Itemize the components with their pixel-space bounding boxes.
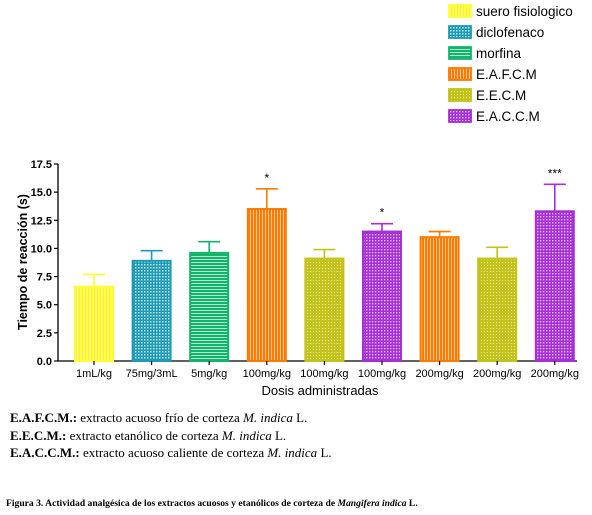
note-text: extracto acuoso caliente de corteza	[79, 445, 268, 460]
x-tick-label: 200mg/kg	[473, 368, 521, 380]
legend-swatch	[448, 67, 472, 81]
x-tick-label: 75mg/3mL	[126, 368, 178, 380]
legend-swatch	[448, 109, 472, 123]
x-tick-label: 1mL/kg	[76, 368, 112, 380]
bar	[534, 210, 575, 362]
bar	[362, 230, 402, 362]
bar	[74, 285, 114, 362]
chart-legend: suero fisiologico diclofenaco morfina E.A.F…	[448, 4, 573, 124]
note-tail: L.	[317, 445, 332, 460]
bar	[189, 251, 230, 362]
x-tick-label: 100mg/kg	[358, 368, 406, 380]
significance-marker: *	[264, 171, 269, 185]
abbreviation-notes: E.A.F.C.M.: extracto acuoso frío de cort…	[10, 409, 570, 462]
x-tick-label: 200mg/kg	[415, 368, 463, 380]
legend-swatch	[448, 4, 472, 18]
legend-swatch	[448, 88, 472, 102]
note-abbr: E.A.C.C.M.:	[10, 445, 80, 460]
legend-label: E.A.C.C.M	[476, 109, 540, 124]
note-abbr: E.A.F.C.M.:	[10, 410, 78, 425]
significance-marker: ***	[548, 166, 562, 180]
x-axis-label: Dosis administradas	[261, 383, 379, 398]
note-eaccm: E.A.C.C.M.: extracto acuoso caliente de …	[10, 444, 570, 462]
figure-caption: Figura 3. Actividad analgésica de los ex…	[6, 498, 586, 509]
bar	[131, 259, 172, 362]
legend-label: morfina	[476, 46, 522, 61]
y-tick-label: 10.0	[31, 243, 52, 255]
note-eecm: E.E.C.M.: extracto etanólico de corteza …	[10, 427, 570, 445]
note-tail: L.	[271, 427, 287, 443]
legend-swatch	[448, 25, 472, 39]
y-tick-label: 12.5	[31, 215, 52, 227]
x-tick-label: 100mg/kg	[243, 368, 291, 380]
legend-label: E.E.C.M	[476, 88, 526, 103]
note-text: extracto acuoso frío de corteza	[77, 410, 244, 425]
note-tail: L.	[292, 410, 308, 425]
bar	[246, 208, 287, 362]
bar	[419, 236, 460, 363]
note-text: extracto etanólico de corteza	[66, 427, 222, 443]
y-tick-label: 7.5	[37, 272, 52, 284]
caption-text: Figura 3. Actividad analgésica de los ex…	[6, 498, 338, 509]
legend-swatch	[448, 46, 472, 60]
note-abbr: E.E.C.M.:	[10, 427, 67, 443]
x-tick-label: 100mg/kg	[300, 368, 348, 380]
y-axis-label: Tiempo de reacción (s)	[16, 194, 30, 330]
legend-label: E.A.F.C.M	[476, 67, 537, 82]
y-tick-label: 2.5	[37, 328, 52, 340]
caption-tail: L.	[406, 498, 418, 509]
legend-label: diclofenaco	[476, 25, 544, 40]
bar	[304, 257, 345, 362]
x-tick-label: 5mg/kg	[191, 368, 227, 380]
plot-area: 0.0 2.5 5.0 7.5 10.0 12.5 15.0 17.5 1mL/kg 75mg/3…	[31, 159, 579, 380]
x-tick-label: 200mg/kg	[531, 368, 579, 380]
y-tick-label: 17.5	[31, 159, 52, 171]
note-eafcm: E.A.F.C.M.: extracto acuoso frío de cort…	[10, 409, 570, 427]
y-tick-label: 5.0	[37, 300, 52, 312]
y-tick-label: 15.0	[31, 187, 52, 199]
caption-species: Mangifera indica	[337, 498, 407, 509]
note-species: M. indica	[243, 410, 293, 425]
legend-label: suero fisiologico	[476, 4, 573, 19]
bar	[477, 257, 518, 362]
note-species: M. indica	[221, 427, 272, 443]
significance-marker: *	[380, 206, 385, 220]
note-species: M. indica	[267, 445, 318, 460]
y-tick-label: 0.0	[37, 356, 52, 368]
